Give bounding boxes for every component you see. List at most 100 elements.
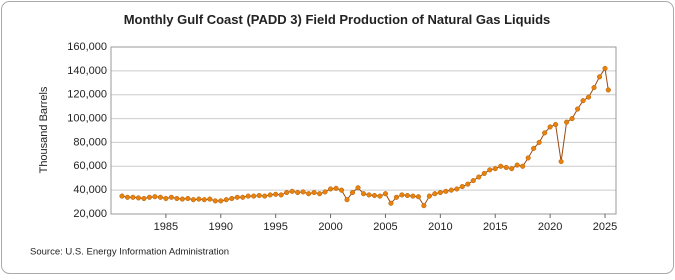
data-point — [306, 191, 312, 197]
x-tick-label: 2025 — [593, 221, 617, 233]
data-point — [531, 145, 537, 151]
y-tick-label: 160,000 — [67, 41, 107, 53]
data-point — [157, 194, 163, 200]
data-point — [273, 191, 279, 197]
data-point — [481, 170, 487, 176]
data-point — [223, 197, 229, 203]
data-point — [146, 194, 152, 200]
x-tick-label: 2020 — [538, 221, 562, 233]
data-point — [558, 158, 564, 165]
x-tick-label: 1995 — [263, 221, 287, 233]
data-point — [393, 194, 399, 200]
source-note: Source: U.S. Energy Information Administ… — [30, 247, 229, 258]
plot-border — [110, 46, 617, 215]
data-point — [338, 187, 345, 193]
data-point — [520, 163, 526, 169]
data-point — [564, 119, 570, 125]
data-point — [591, 85, 597, 91]
data-point — [492, 166, 498, 172]
data-point — [553, 121, 559, 128]
data-point — [141, 195, 147, 202]
data-point — [251, 193, 257, 199]
data-point — [207, 196, 213, 202]
data-point — [300, 189, 306, 195]
data-point — [415, 194, 421, 200]
data-point — [602, 65, 608, 72]
chart-title: Monthly Gulf Coast (PADD 3) Field Produc… — [124, 12, 551, 27]
data-point — [152, 194, 158, 200]
data-point — [124, 194, 131, 200]
data-point — [168, 194, 174, 200]
data-point — [328, 186, 334, 192]
data-point — [130, 194, 136, 200]
data-point — [355, 185, 361, 191]
frame — [1, 1, 674, 274]
data-point — [295, 189, 301, 196]
data-point — [437, 189, 443, 196]
data-point — [586, 94, 592, 100]
data-point — [569, 116, 575, 122]
data-point — [234, 194, 240, 200]
data-point — [196, 196, 202, 202]
data-point — [470, 178, 476, 184]
x-tick-label: 2000 — [318, 221, 342, 233]
y-tick-label: 120,000 — [67, 89, 107, 101]
data-point — [465, 181, 471, 187]
data-point — [454, 186, 460, 192]
data-point — [371, 192, 378, 199]
data-point — [174, 195, 180, 202]
y-tick-label: 100,000 — [67, 112, 107, 124]
x-tick-label: 2015 — [483, 221, 507, 233]
x-tick-label: 2010 — [428, 221, 452, 233]
data-point — [201, 197, 207, 203]
data-point — [212, 198, 218, 204]
data-point — [284, 189, 290, 196]
data-point — [240, 194, 246, 200]
data-point — [119, 193, 125, 199]
data-point — [163, 195, 169, 202]
data-point — [487, 167, 493, 173]
data-point — [229, 195, 235, 202]
y-tick-label: 140,000 — [67, 65, 107, 77]
data-point — [404, 192, 410, 199]
data-point — [267, 192, 273, 198]
data-point — [289, 188, 295, 194]
data-point — [333, 185, 339, 191]
data-point — [426, 193, 432, 199]
data-point — [432, 191, 438, 197]
data-point — [498, 163, 504, 169]
data-point — [542, 130, 548, 136]
data-point — [448, 187, 454, 193]
data-point — [179, 196, 185, 202]
data-point — [410, 193, 416, 199]
x-tick-label: 2005 — [373, 221, 397, 233]
y-tick-label: 60,000 — [73, 160, 107, 172]
data-point — [605, 87, 611, 93]
data-point — [459, 184, 465, 190]
x-tick-label: 1985 — [154, 221, 178, 233]
data-point — [547, 124, 553, 130]
x-tick-label: 1990 — [209, 221, 233, 233]
y-tick-label: 80,000 — [73, 136, 107, 148]
data-point — [218, 198, 224, 204]
data-point — [135, 195, 141, 201]
data-point — [596, 74, 603, 80]
data-point — [185, 195, 191, 202]
data-point — [256, 192, 262, 199]
data-point — [190, 197, 196, 203]
data-point — [366, 192, 372, 198]
y-axis-label: Thousand Barrels — [38, 86, 50, 173]
y-tick-label: 20,000 — [73, 208, 107, 220]
data-point — [382, 191, 389, 197]
data-point — [476, 174, 482, 180]
data-point — [344, 197, 350, 203]
data-point — [278, 192, 284, 198]
data-point — [388, 200, 394, 206]
data-point — [514, 162, 520, 168]
data-point — [377, 193, 383, 199]
data-point — [360, 191, 367, 197]
data-point — [580, 98, 586, 104]
data-point — [421, 203, 427, 209]
y-tick-label: 40,000 — [73, 184, 107, 196]
